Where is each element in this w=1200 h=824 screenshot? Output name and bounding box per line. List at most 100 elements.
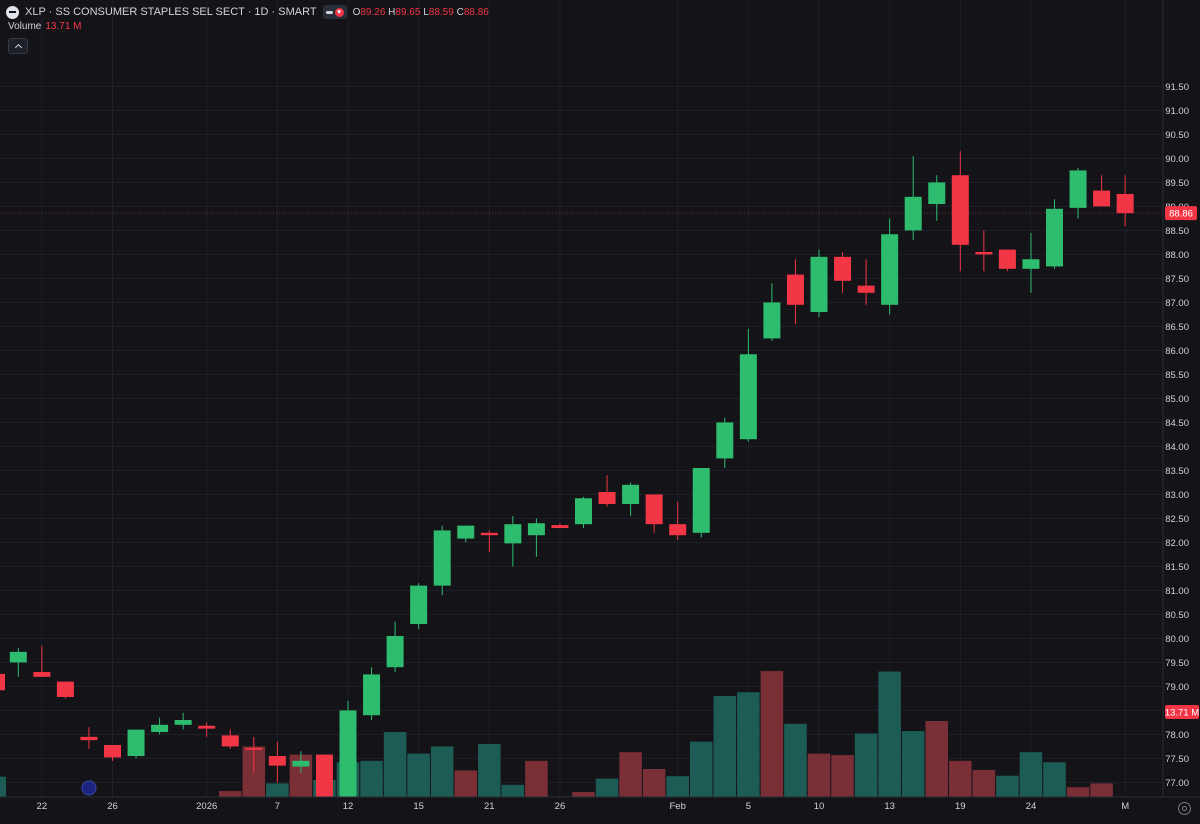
candle-body (904, 196, 922, 231)
volume-bar (572, 792, 595, 797)
candle-body (1093, 190, 1111, 207)
volume-bar (666, 776, 689, 797)
price-tick-label: 83.00 (1165, 490, 1189, 501)
candle-body (315, 754, 333, 797)
volume-bar (807, 753, 831, 797)
volume-bar (0, 776, 7, 797)
time-tick-label: 12 (343, 801, 354, 812)
candle-body (810, 256, 828, 313)
candle-body (56, 681, 74, 697)
candle-body (480, 532, 498, 536)
candle-body (669, 524, 687, 536)
price-tick-label: 91.50 (1165, 82, 1189, 93)
volume-bar (1066, 787, 1090, 797)
legend-controls[interactable]: ♥ (322, 5, 347, 19)
low-label: L (423, 6, 429, 18)
candle-body (786, 274, 804, 305)
volume-bar (831, 755, 854, 797)
time-tick-label: 19 (955, 801, 966, 812)
price-tick-label: 89.50 (1165, 178, 1189, 189)
price-axis (1163, 0, 1200, 819)
current-volume-badge (1165, 705, 1199, 719)
volume-bar (360, 760, 383, 797)
volume-bar (478, 744, 501, 797)
volume-bar (407, 753, 430, 797)
price-tick-label: 85.00 (1165, 394, 1189, 405)
volume-bar (619, 752, 642, 797)
collapse-legend-button[interactable] (8, 38, 28, 54)
candle-body (575, 498, 592, 525)
candle-body (363, 674, 381, 716)
candle-body (1069, 170, 1087, 208)
candle-body (221, 735, 239, 747)
candle-body (598, 492, 616, 505)
current-price-badge (1165, 206, 1197, 221)
candle-body (998, 249, 1016, 269)
candle-body (857, 285, 875, 293)
candle-body (622, 484, 640, 505)
candle-body (527, 523, 545, 536)
price-tick-label: 84.00 (1165, 442, 1189, 453)
symbol-title[interactable]: XLP · SS CONSUMER STAPLES SEL SECT · 1D … (25, 6, 317, 18)
candle-body (551, 525, 569, 529)
price-tick-label: 86.00 (1165, 346, 1189, 357)
candle-body (127, 729, 145, 757)
volume-bar (501, 784, 525, 797)
current-price-label: 88.86 (1169, 209, 1193, 220)
candle-body (104, 744, 121, 758)
time-tick-label: M (1121, 801, 1129, 812)
volume-bar (454, 770, 478, 797)
close-value: 88.86 (463, 6, 489, 18)
candle-body (9, 651, 27, 663)
price-tick-label: 88.00 (1165, 250, 1189, 261)
volume-value: 13.71 M (45, 21, 82, 32)
current-volume-label: 13.71 M (1165, 708, 1199, 719)
volume-bar (595, 778, 619, 797)
settings-icon[interactable] (1178, 802, 1191, 815)
volume-bar (901, 731, 925, 797)
candle-body (834, 256, 852, 281)
candle-body (739, 354, 757, 440)
eye-icon[interactable] (325, 10, 333, 14)
volume-bar (525, 760, 548, 797)
price-tick-label: 82.50 (1165, 514, 1189, 525)
price-tick-label: 86.50 (1165, 322, 1189, 333)
volume-bar (1090, 783, 1113, 797)
candle-body (151, 724, 169, 733)
fire-icon[interactable]: ♥ (334, 7, 344, 17)
candle-body (1046, 208, 1063, 267)
time-tick-label: 15 (413, 801, 424, 812)
volume-bar (266, 783, 289, 797)
price-tick-label: 77.50 (1165, 754, 1189, 765)
candle-body (763, 302, 781, 339)
volume-bar (383, 732, 407, 797)
time-tick-label: 5 (746, 801, 751, 812)
symbol-legend[interactable]: XLP · SS CONSUMER STAPLES SEL SECT · 1D … (6, 4, 489, 20)
candle-body (975, 252, 993, 255)
price-tick-label: 79.00 (1165, 682, 1189, 693)
time-tick-label: Feb (670, 801, 686, 812)
price-tick-label: 87.50 (1165, 274, 1189, 285)
candle-body (1022, 259, 1040, 269)
open-label: O (352, 6, 361, 18)
volume-bar (854, 733, 878, 797)
volume-bar (1019, 752, 1043, 797)
price-tick-label: 88.50 (1165, 226, 1189, 237)
candle-body (174, 720, 192, 725)
candle-body (928, 182, 946, 205)
time-tick-label: 7 (275, 801, 280, 812)
ohlc-values: O89.26 H89.65 L88.59 C88.86 (353, 7, 489, 18)
high-value: 89.65 (395, 6, 421, 18)
time-tick-label: 10 (814, 801, 825, 812)
candle-body (881, 234, 899, 305)
low-value: 88.59 (428, 6, 454, 18)
volume-label: Volume (8, 21, 42, 32)
volume-bar (972, 769, 996, 797)
time-tick-label: 26 (107, 801, 118, 812)
price-tick-label: 84.50 (1165, 418, 1189, 429)
candle-body (80, 736, 98, 741)
volume-bar (737, 692, 760, 797)
volume-legend[interactable]: Volume 13.71 M (8, 21, 82, 32)
